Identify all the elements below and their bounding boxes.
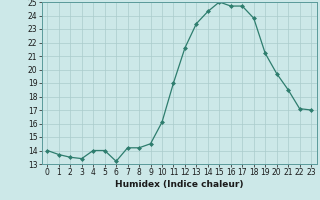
X-axis label: Humidex (Indice chaleur): Humidex (Indice chaleur) [115, 180, 244, 189]
